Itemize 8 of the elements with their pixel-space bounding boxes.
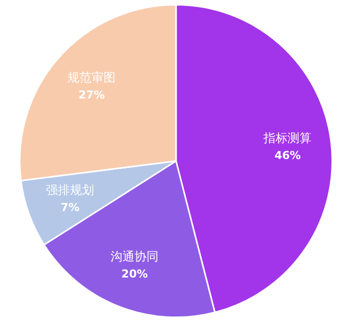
slice-label: 强排规划 [46, 183, 94, 198]
slice-label: 指标测算 [262, 131, 312, 146]
data-label: 7% [60, 200, 80, 214]
data-label: 27% [78, 88, 105, 102]
slice-label: 规范审图 [68, 70, 116, 85]
data-label: 20% [121, 267, 148, 280]
slice-label: 沟通协同 [110, 250, 159, 264]
data-label: 46% [274, 148, 301, 162]
